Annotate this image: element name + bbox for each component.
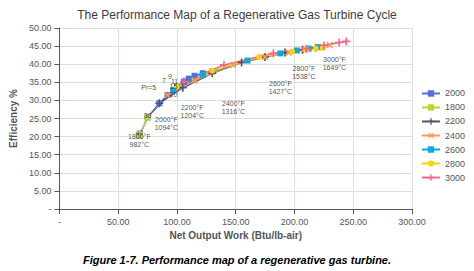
svg-text:Efficiency %: Efficiency %: [8, 89, 19, 148]
svg-text:11: 11: [171, 78, 179, 86]
svg-text:Net Output Work (Btu/lb-air): Net Output Work (Btu/lb-air): [169, 230, 302, 241]
svg-text:2600: 2600: [445, 145, 465, 155]
svg-text:300.00: 300.00: [398, 217, 426, 227]
svg-text:2600°F: 2600°F: [269, 80, 292, 87]
svg-text:100.00: 100.00: [163, 217, 191, 227]
svg-text:2400°F: 2400°F: [222, 100, 245, 107]
svg-text:2000: 2000: [445, 88, 465, 98]
svg-text:20: 20: [170, 91, 178, 98]
svg-text:982°C: 982°C: [130, 141, 150, 148]
svg-text:-: -: [48, 204, 51, 214]
svg-text:3000: 3000: [445, 173, 465, 183]
svg-text:30.00: 30.00: [29, 95, 52, 105]
svg-text:10.00: 10.00: [29, 168, 52, 178]
svg-text:1316°C: 1316°C: [222, 108, 245, 115]
svg-text:2800: 2800: [445, 159, 465, 169]
svg-text:35.00: 35.00: [29, 77, 52, 87]
svg-text:5.00: 5.00: [34, 186, 52, 196]
svg-text:2800°F: 2800°F: [293, 65, 316, 72]
svg-text:1800°F: 1800°F: [128, 133, 151, 140]
svg-text:9: 9: [167, 73, 172, 81]
svg-text:2400: 2400: [445, 131, 465, 141]
svg-text:-: -: [58, 217, 61, 227]
svg-text:3000°F: 3000°F: [323, 56, 346, 63]
svg-text:50.00: 50.00: [107, 217, 130, 227]
svg-text:200.00: 200.00: [281, 217, 309, 227]
svg-text:30: 30: [144, 112, 152, 119]
svg-text:25.00: 25.00: [29, 114, 52, 124]
svg-text:1094°C: 1094°C: [155, 124, 178, 131]
svg-text:1427°C: 1427°C: [269, 88, 292, 95]
svg-text:Figure 1-7. Performance map of: Figure 1-7. Performance map of a regener…: [83, 254, 391, 266]
svg-text:7: 7: [162, 77, 166, 84]
svg-text:1204°C: 1204°C: [181, 112, 204, 119]
svg-text:150.00: 150.00: [222, 217, 250, 227]
svg-text:The Performance Map of a Regen: The Performance Map of a Regenerative Ga…: [77, 8, 397, 22]
svg-text:1538°C: 1538°C: [292, 73, 315, 80]
svg-text:40.00: 40.00: [29, 59, 52, 69]
svg-text:2000°F: 2000°F: [155, 116, 178, 123]
svg-text:50.00: 50.00: [29, 23, 52, 33]
svg-text:2200°F: 2200°F: [181, 104, 204, 111]
svg-text:15: 15: [170, 83, 178, 90]
svg-text:20.00: 20.00: [29, 132, 52, 142]
svg-text:45.00: 45.00: [29, 41, 52, 51]
svg-text:Pr=5: Pr=5: [141, 84, 156, 91]
svg-text:1800: 1800: [445, 102, 465, 112]
svg-text:15.00: 15.00: [29, 150, 52, 160]
svg-text:2200: 2200: [445, 116, 465, 126]
svg-text:1649°C: 1649°C: [323, 64, 346, 71]
svg-text:250.00: 250.00: [339, 217, 367, 227]
